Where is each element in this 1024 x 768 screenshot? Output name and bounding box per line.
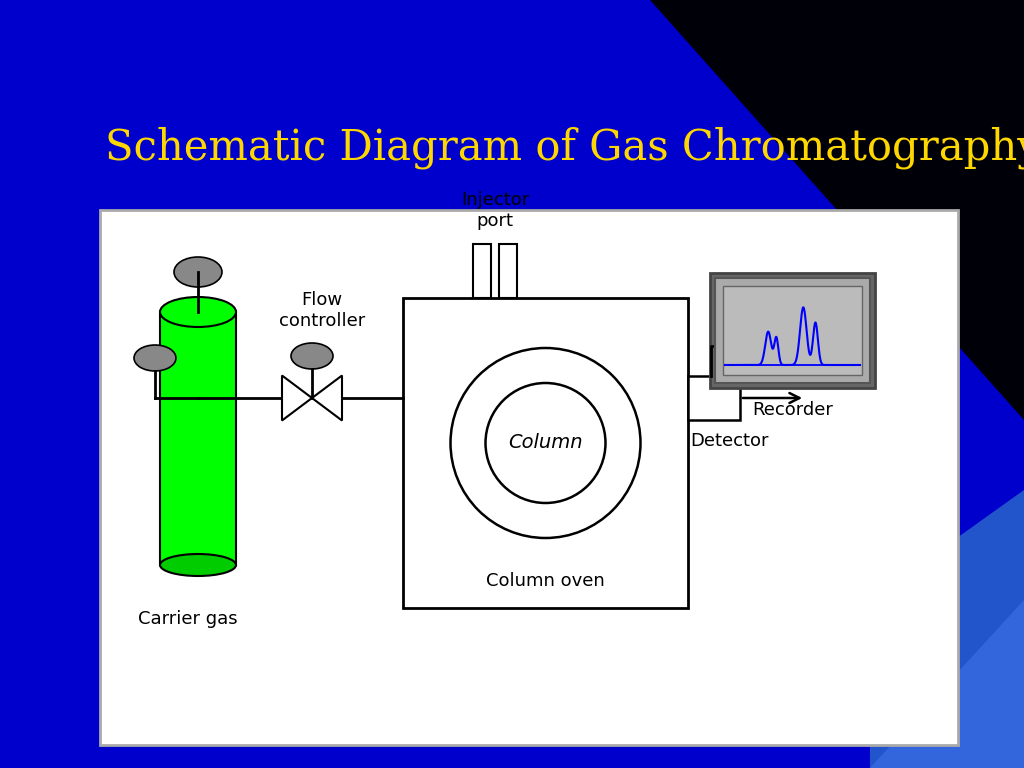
Ellipse shape [174, 257, 222, 287]
Text: Column oven: Column oven [486, 572, 605, 590]
Text: Recorder: Recorder [752, 401, 833, 419]
Bar [723, 286, 862, 375]
Ellipse shape [160, 297, 236, 327]
Bar [715, 278, 870, 383]
Ellipse shape [160, 554, 236, 576]
Polygon shape [650, 0, 1024, 420]
Ellipse shape [134, 345, 176, 371]
Bar [160, 312, 236, 565]
Polygon shape [312, 376, 342, 421]
Circle shape [485, 383, 605, 503]
Bar [473, 244, 490, 298]
Text: Flow
controller: Flow controller [279, 291, 366, 330]
Bar [688, 376, 740, 420]
Text: Carrier gas: Carrier gas [138, 610, 238, 628]
Bar [499, 244, 517, 298]
Text: Detector: Detector [690, 432, 768, 450]
Text: Schematic Diagram of Gas Chromatography: Schematic Diagram of Gas Chromatography [105, 127, 1024, 169]
Polygon shape [870, 490, 1024, 768]
Bar [710, 273, 874, 388]
Text: Column: Column [508, 433, 583, 452]
Bar [403, 298, 688, 608]
Ellipse shape [291, 343, 333, 369]
Polygon shape [282, 376, 312, 421]
Polygon shape [870, 600, 1024, 768]
Circle shape [451, 348, 640, 538]
Text: Injector
port: Injector port [461, 191, 529, 230]
Bar [100, 210, 958, 745]
